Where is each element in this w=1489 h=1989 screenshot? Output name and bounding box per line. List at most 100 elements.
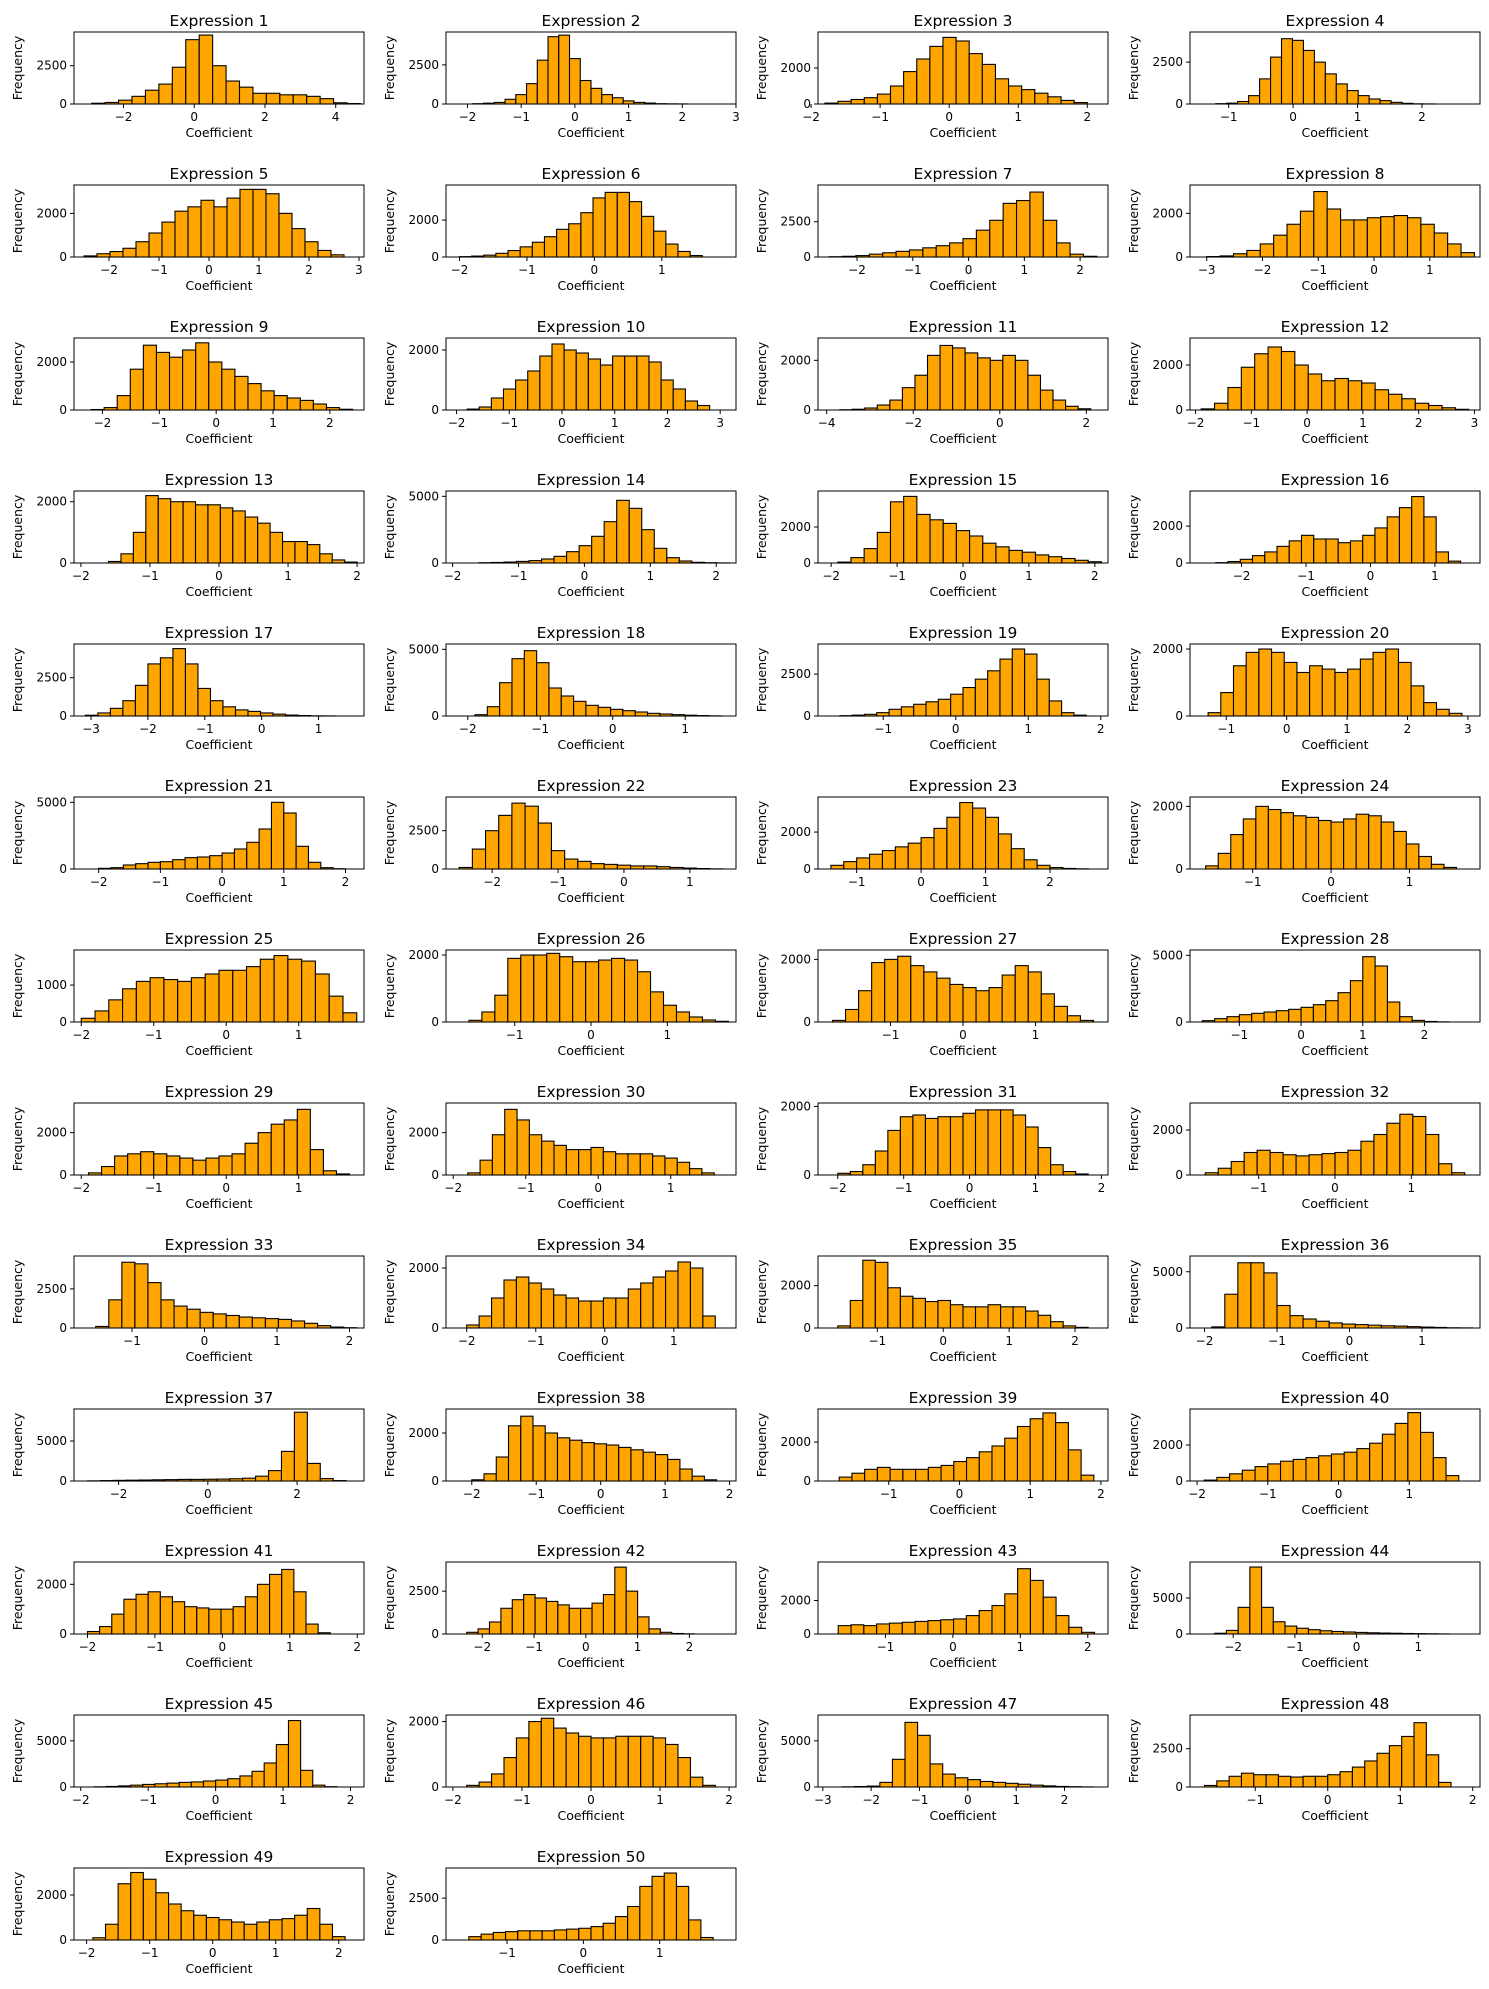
histogram-bar [838,1476,853,1482]
histogram-bar [287,1719,302,1788]
x-tick-label: −2 [1196,1334,1214,1348]
axes-frame [73,1714,365,1788]
y-tick-label: 2000 [1152,642,1183,656]
histogram-22: −2 −1 0 1 0 2500 Expression 22 Coefficient Frequ… [382,777,737,905]
y-tick-label: 0 [59,1933,67,1947]
histogram-bar [1305,816,1320,870]
histogram-bar [503,1757,517,1788]
histogram-bar [591,1602,604,1635]
x-tick-label: 2 [335,1946,343,1960]
histogram-bar [471,848,487,870]
histogram-bar [1387,393,1403,411]
x-tick-label: 1 [1026,1487,1034,1501]
histogram-bar [1282,1154,1297,1176]
histogram-bar [1062,1171,1077,1176]
histogram-bar [1406,217,1422,258]
histogram-bar [135,863,149,870]
histogram-bar [1357,95,1370,105]
histogram-bar [965,1457,980,1482]
histogram-bar [1300,1006,1314,1023]
x-axis-label: Coefficient [929,278,996,293]
x-tick-label: 0 [1353,1640,1361,1654]
x-tick-label: 0 [939,1334,947,1348]
y-tick-label: 5000 [36,1734,67,1748]
x-tick-label: 2 [1418,110,1426,124]
axes-frame [445,1867,737,1941]
histogram-bar [935,245,951,258]
x-tick-label: −2 [1233,569,1251,583]
x-tick-label: 2 [1469,1793,1477,1807]
histogram-bar [602,1594,616,1635]
histogram-bar [179,1157,194,1176]
histogram-bar [515,1276,530,1329]
histogram-36: −2 −1 0 1 0 5000 Expression 36 Coefficient Frequ… [1126,1236,1481,1364]
x-tick-label: 0 [1283,722,1291,736]
x-tick-label: −2 [110,1487,128,1501]
histogram-bar [992,1781,1007,1788]
y-tick-label: 2000 [1152,1123,1183,1137]
y-tick-label: 0 [431,1474,439,1488]
histogram-bar [652,1737,667,1788]
histogram-bar [599,364,614,411]
x-tick-label: −1 [498,1946,516,1960]
histogram-bar [260,390,275,411]
histogram-bar [1265,1774,1280,1788]
y-tick-label: 0 [1175,1780,1183,1794]
y-tick-label: 0 [59,97,67,111]
histogram-bar [937,1299,952,1329]
x-tick-label: 1 [1032,1028,1040,1042]
histogram-bar [949,1116,964,1176]
y-tick-label: 2000 [408,343,439,357]
histogram-bar [1246,249,1261,258]
x-tick-label: 0 [571,110,579,124]
histogram-bar [263,1762,277,1788]
chart-title: Expression 38 [537,1389,646,1407]
histogram-bar [1034,554,1050,564]
histogram-bar [122,864,137,870]
histogram-bar [975,229,991,258]
histogram-bar [962,686,976,717]
x-tick-label: −3 [1198,263,1216,277]
histogram-bar [1230,1160,1245,1176]
histogram-bar [155,1892,170,1941]
histogram-bar [1309,665,1323,717]
histogram-bar [283,1119,298,1176]
histogram-bar [876,531,892,564]
histogram-bar [999,658,1013,717]
y-tick-label: 0 [803,1015,811,1029]
histogram-bar [1283,661,1298,717]
chart-title: Expression 20 [1281,624,1390,642]
axes-frame [817,1408,1109,1482]
histogram-bar [994,78,1010,105]
histogram-bar [1312,1004,1327,1023]
histogram-bar [1207,712,1222,717]
histogram-bar [243,1923,258,1941]
histogram-bar [1228,1775,1243,1788]
histogram-bar [862,1259,876,1329]
axes-frame [1189,184,1481,258]
histogram-bar [862,1164,876,1176]
y-axis-label: Frequency [382,1106,397,1171]
histogram-bar [158,83,173,105]
x-tick-label: −1 [895,1181,913,1195]
histogram-bar [193,1914,207,1941]
histogram-bar [651,1875,665,1941]
histogram-bar [294,540,308,564]
histogram-bar [1430,863,1445,870]
y-tick-label: 5000 [1152,1265,1183,1279]
x-tick-label: −2 [94,416,112,430]
histogram-bar [876,404,891,411]
histogram-bar [575,352,589,411]
chart-title: Expression 42 [537,1542,646,1560]
x-tick-label: 2 [725,1793,733,1807]
y-tick-label: 2500 [1152,1742,1183,1756]
chart-title: Expression 3 [914,12,1013,30]
x-tick-label: 1 [1396,1793,1404,1807]
histogram-bar [135,1593,149,1635]
histogram-bar [504,1108,518,1176]
y-axis-label: Frequency [754,1259,769,1324]
histogram-bar [913,703,927,717]
axes-frame [817,1102,1109,1176]
histogram-bar [1275,1010,1290,1023]
x-tick-label: 1 [1021,263,1029,277]
